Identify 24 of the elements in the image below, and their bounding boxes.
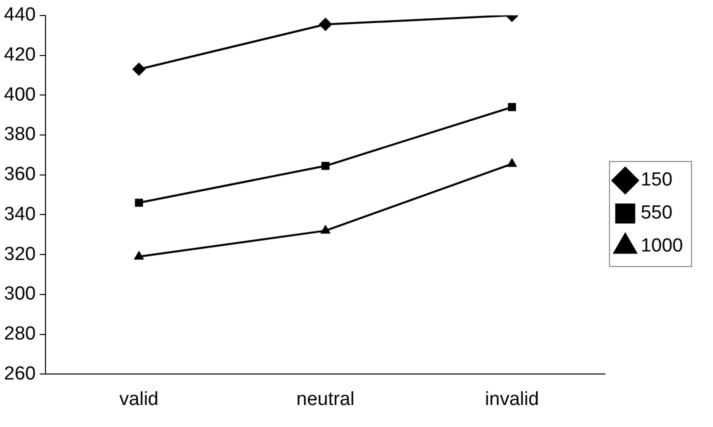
legend-label: 150	[640, 170, 672, 191]
y-tick-label: 260	[4, 363, 36, 384]
point	[321, 162, 330, 170]
y-tick-label: 440	[4, 4, 36, 26]
y-tick-label: 380	[4, 124, 36, 146]
point	[134, 198, 143, 207]
point	[318, 18, 332, 31]
point	[134, 251, 144, 260]
y-tick-label: 420	[4, 44, 36, 66]
point	[508, 103, 516, 112]
y-tick-label: 280	[4, 324, 36, 345]
y-tick-label: 400	[4, 84, 36, 106]
y-tick-label: 300	[4, 284, 36, 305]
y-tick-label: 320	[4, 244, 36, 265]
x-tick-label: invalid	[485, 388, 539, 410]
point	[132, 62, 146, 76]
x-tick-label: neutral	[296, 388, 355, 410]
point	[507, 158, 517, 167]
legend-label: 550	[640, 202, 672, 224]
y-tick-label: 340	[4, 204, 36, 225]
legend-label: 1000	[640, 236, 684, 257]
x-tick-label: valid	[119, 388, 158, 410]
y-tick-label: 360	[4, 164, 36, 186]
point	[320, 225, 330, 234]
